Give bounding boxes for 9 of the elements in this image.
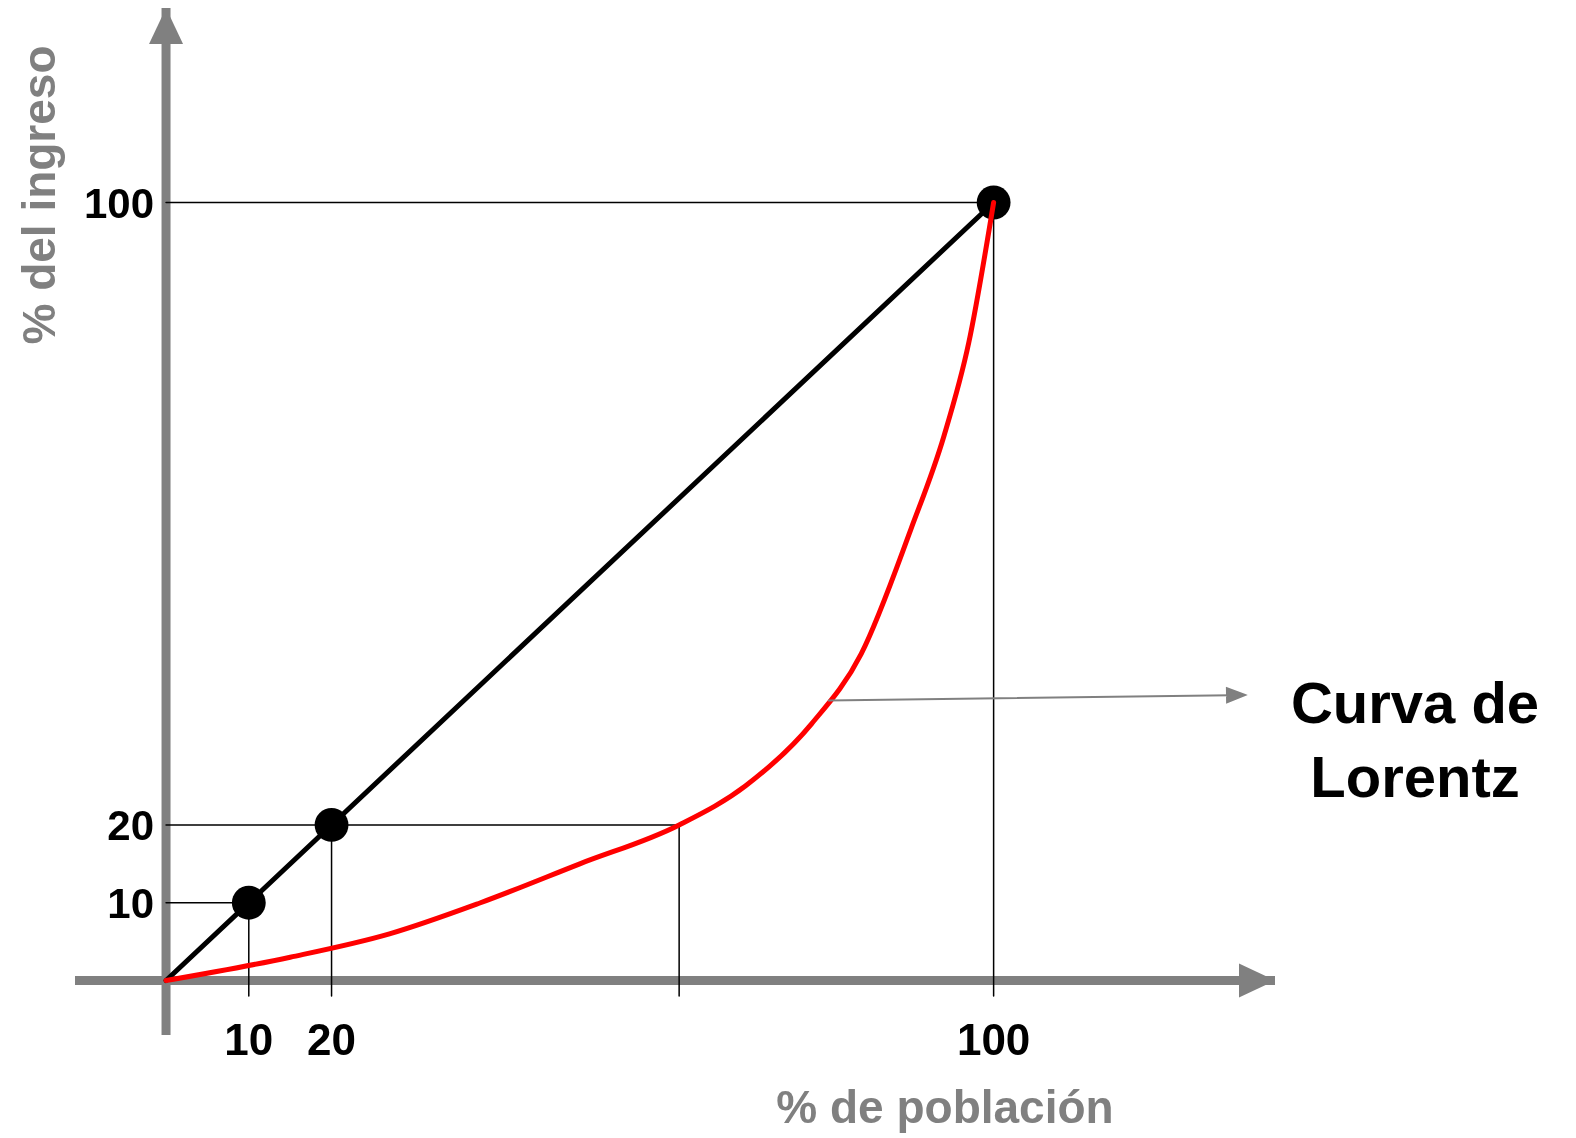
- x-tick-label: 10: [224, 1015, 274, 1064]
- y-tick-label: 100: [83, 179, 155, 227]
- x-tick-label: 20: [307, 1015, 357, 1064]
- x-tick-label: 100: [956, 1015, 1031, 1064]
- y-tick-label: 10: [107, 879, 155, 927]
- y-tick-label: 20: [107, 801, 155, 849]
- x-axis-title: % de población: [776, 1081, 1114, 1133]
- y-axis-title: % del ingreso: [13, 45, 65, 345]
- annotation: Curva de Lorentz: [1290, 670, 1540, 809]
